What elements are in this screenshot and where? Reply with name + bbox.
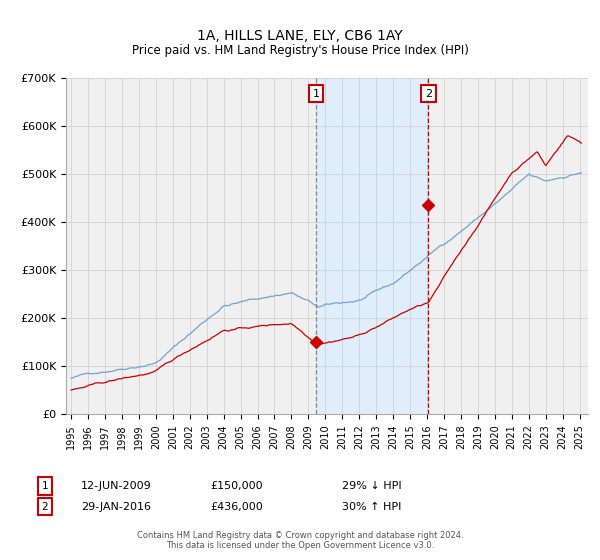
Text: Price paid vs. HM Land Registry's House Price Index (HPI): Price paid vs. HM Land Registry's House … — [131, 44, 469, 57]
Text: 12-JUN-2009: 12-JUN-2009 — [81, 481, 152, 491]
Bar — [316, 78, 428, 414]
Text: 1: 1 — [41, 481, 49, 491]
Text: £436,000: £436,000 — [210, 502, 263, 512]
Text: 2: 2 — [41, 502, 49, 512]
Text: 29% ↓ HPI: 29% ↓ HPI — [342, 481, 401, 491]
Text: 29-JAN-2016: 29-JAN-2016 — [81, 502, 151, 512]
Text: This data is licensed under the Open Government Licence v3.0.: This data is licensed under the Open Gov… — [166, 541, 434, 550]
Text: 1A, HILLS LANE, ELY, CB6 1AY: 1A, HILLS LANE, ELY, CB6 1AY — [197, 29, 403, 44]
Text: Contains HM Land Registry data © Crown copyright and database right 2024.: Contains HM Land Registry data © Crown c… — [137, 531, 463, 540]
Text: 1: 1 — [313, 88, 319, 99]
Text: £150,000: £150,000 — [210, 481, 263, 491]
Text: 2: 2 — [425, 88, 432, 99]
Text: 30% ↑ HPI: 30% ↑ HPI — [342, 502, 401, 512]
